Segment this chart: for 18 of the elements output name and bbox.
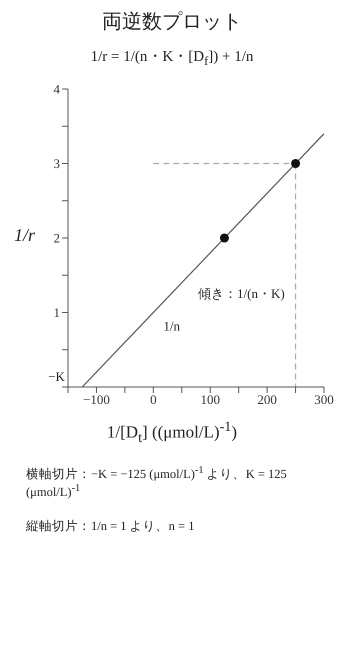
y-tick-label: 2 — [54, 230, 60, 246]
text: 縦軸切片：1/n = 1 より、n = 1 — [25, 518, 196, 536]
y-tick-label: 3 — [54, 156, 60, 172]
annotation: 傾き：1/(n・K) — [198, 285, 285, 303]
y-tick-label: 4 — [54, 82, 60, 97]
y-tick-label: 1 — [54, 305, 60, 320]
x-tick-label: −100 — [83, 392, 110, 408]
x-tick-label: 100 — [200, 392, 220, 408]
x-axis-title: 1/[D$_{t}$] ((μmol/L)$^{-1}$) — [106, 419, 238, 448]
x-tick-label: 300 — [314, 392, 334, 408]
text: 横軸切片：−K = −125 (μmol/L)$^{-1}$ より、K = 125 (μmol/L)$^{-1}$ — [26, 465, 287, 500]
annotation: −K — [48, 369, 66, 384]
chart-subtitle: 1/r = 1/(n・K・[D$_{f}$]) + 1/n — [90, 48, 254, 69]
chart-title: 両逆数プロット — [101, 10, 243, 35]
x-tick-label: 200 — [257, 392, 277, 408]
x-tick-label: 0 — [150, 392, 157, 408]
annotation: 1/n — [163, 318, 180, 334]
y-axis-title: 1/r — [14, 225, 36, 246]
